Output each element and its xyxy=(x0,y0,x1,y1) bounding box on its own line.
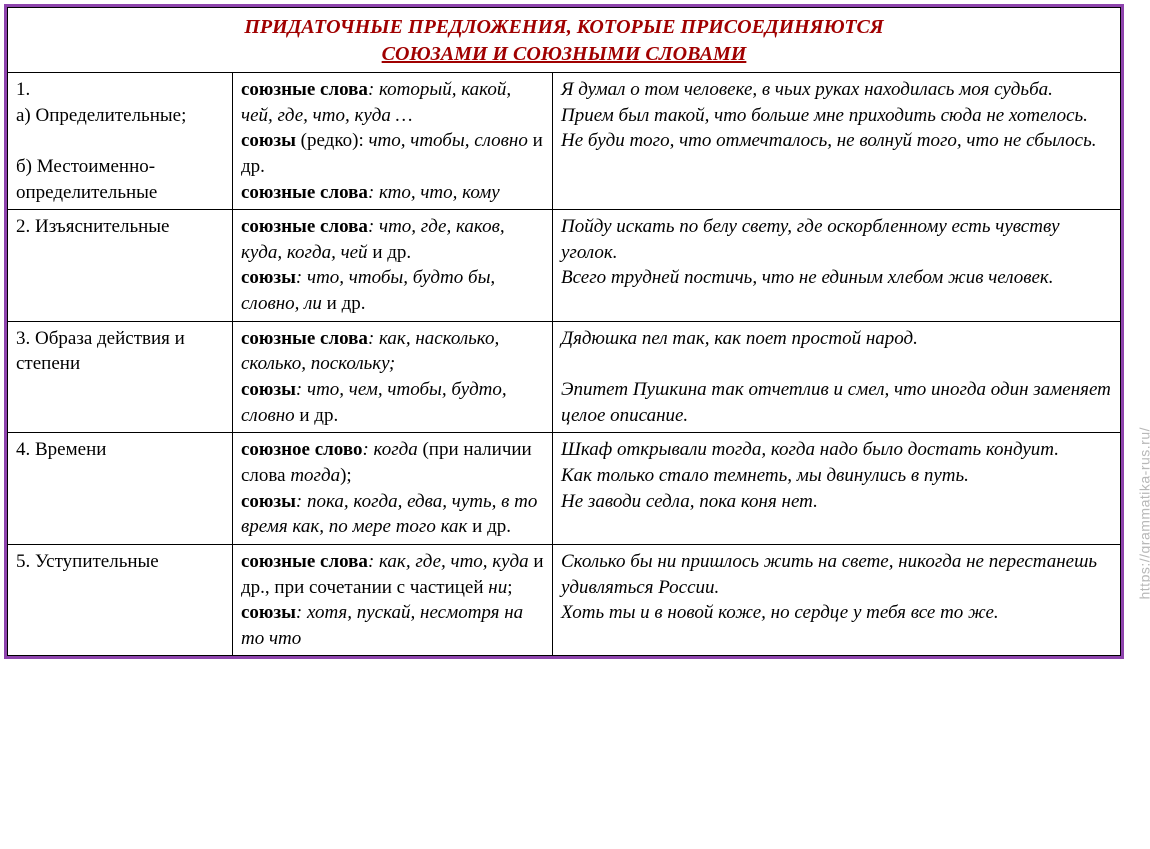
example: Не буди того, что отмечталось, не волнуй… xyxy=(561,130,1097,151)
header-line2: СОЮЗАМИ И СОЮЗНЫМИ СЛОВАМИ xyxy=(16,41,1112,68)
paren: (редко): xyxy=(296,130,369,151)
label: союзное слово xyxy=(241,439,362,460)
table-row: 4. Времени союзное слово: когда (при нал… xyxy=(8,433,1121,545)
tail: и др. xyxy=(295,405,339,426)
row2-type: 2. Изъяснительные xyxy=(16,216,169,237)
text: : когда xyxy=(362,439,417,460)
example: Шкаф открывали тогда, когда надо было до… xyxy=(561,439,1059,460)
connectors-cell: союзные слова: как, где, что, куда и др.… xyxy=(233,544,553,656)
label: союзы xyxy=(241,379,296,400)
row1-a: а) Определительные; xyxy=(16,105,186,126)
example: Я думал о том человеке, в чьих руках нах… xyxy=(561,79,1053,100)
text: : как, где, что, куда xyxy=(368,551,529,572)
example: Пойду искать по белу свету, где оскорбле… xyxy=(561,216,1060,263)
header-cell: ПРИДАТОЧНЫЕ ПРЕДЛОЖЕНИЯ, КОТОРЫЕ ПРИСОЕД… xyxy=(8,8,1121,73)
label: союзы xyxy=(241,267,296,288)
label: союзные слова xyxy=(241,182,368,203)
text: : кто, что, кому xyxy=(368,182,500,203)
row4-type: 4. Времени xyxy=(16,439,106,460)
row1-b: б) Местоименно-определительные xyxy=(16,156,157,203)
header-line1: ПРИДАТОЧНЫЕ ПРЕДЛОЖЕНИЯ, КОТОРЫЕ ПРИСОЕД… xyxy=(16,14,1112,41)
text: что, чтобы, словно xyxy=(368,130,527,151)
type-cell: 3. Образа действия и степени xyxy=(8,321,233,433)
example: Эпитет Пушкина так отчетлив и смел, что … xyxy=(561,379,1111,426)
label: союзные слова xyxy=(241,551,368,572)
example: Сколько бы ни пришлось жить на свете, ни… xyxy=(561,551,1097,598)
connectors-cell: союзные слова: что, где, каков, куда, ко… xyxy=(233,210,553,322)
table-row: 1. а) Определительные; б) Местоименно-оп… xyxy=(8,73,1121,210)
label: союзы xyxy=(241,130,296,151)
type-cell: 2. Изъяснительные xyxy=(8,210,233,322)
example: Как только стало темнеть, мы двинулись в… xyxy=(561,465,969,486)
label: союзы xyxy=(241,602,296,623)
type-cell: 1. а) Определительные; б) Местоименно-оп… xyxy=(8,73,233,210)
label: союзные слова xyxy=(241,79,368,100)
label: союзы xyxy=(241,491,296,512)
row1-num: 1. xyxy=(16,79,30,100)
tail: и др. xyxy=(327,293,366,314)
grammar-table: ПРИДАТОЧНЫЕ ПРЕДЛОЖЕНИЯ, КОТОРЫЕ ПРИСОЕД… xyxy=(7,7,1121,656)
connectors-cell: союзные слова: который, какой, чей, где,… xyxy=(233,73,553,210)
document-frame: ПРИДАТОЧНЫЕ ПРЕДЛОЖЕНИЯ, КОТОРЫЕ ПРИСОЕД… xyxy=(4,4,1124,659)
tail2: ; xyxy=(507,577,512,598)
row3-type: 3. Образа действия и степени xyxy=(16,328,185,375)
examples-cell: Сколько бы ни пришлось жить на свете, ни… xyxy=(553,544,1121,656)
connectors-cell: союзное слово: когда (при наличии слова … xyxy=(233,433,553,545)
example: Не заводи седла, пока коня нет. xyxy=(561,491,818,512)
example: Хоть ты и в новой коже, но сердце у тебя… xyxy=(561,602,999,623)
example: Всего трудней постичь, что не единым хле… xyxy=(561,267,1054,288)
connectors-cell: союзные слова: как, насколько, сколько, … xyxy=(233,321,553,433)
examples-cell: Пойду искать по белу свету, где оскорбле… xyxy=(553,210,1121,322)
examples-cell: Шкаф открывали тогда, когда надо было до… xyxy=(553,433,1121,545)
table-header: ПРИДАТОЧНЫЕ ПРЕДЛОЖЕНИЯ, КОТОРЫЕ ПРИСОЕД… xyxy=(8,8,1121,73)
watermark-text: https://grammatika-rus.ru/ xyxy=(1136,427,1150,600)
table-row: 5. Уступительные союзные слова: как, где… xyxy=(8,544,1121,656)
label: союзные слова xyxy=(241,328,368,349)
row5-type: 5. Уступительные xyxy=(16,551,159,572)
table-row: 3. Образа действия и степени союзные сло… xyxy=(8,321,1121,433)
example: Прием был такой, что больше мне приходит… xyxy=(561,105,1088,126)
type-cell: 4. Времени xyxy=(8,433,233,545)
examples-cell: Дядюшка пел так, как поет простой народ.… xyxy=(553,321,1121,433)
type-cell: 5. Уступительные xyxy=(8,544,233,656)
example: Дядюшка пел так, как поет простой народ. xyxy=(561,328,918,349)
paren2: ); xyxy=(340,465,352,486)
ital: ни xyxy=(488,577,507,598)
tail: и др. xyxy=(368,242,412,263)
paren-ital: тогда xyxy=(290,465,340,486)
label: союзные слова xyxy=(241,216,368,237)
examples-cell: Я думал о том человеке, в чьих руках нах… xyxy=(553,73,1121,210)
table-row: 2. Изъяснительные союзные слова: что, гд… xyxy=(8,210,1121,322)
tail: и др. xyxy=(472,516,511,537)
